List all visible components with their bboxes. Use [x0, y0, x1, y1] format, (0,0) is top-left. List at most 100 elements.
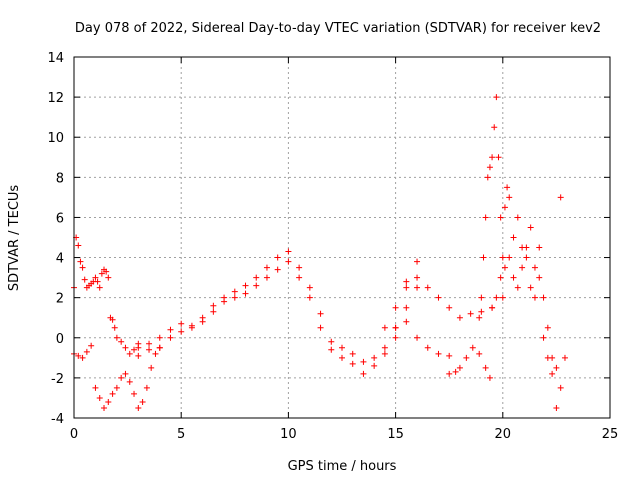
data-point — [118, 338, 125, 345]
series-track-i — [489, 194, 564, 377]
data-point — [242, 282, 249, 289]
data-point — [392, 334, 399, 341]
data-point — [497, 214, 504, 221]
data-point — [96, 284, 103, 291]
x-tick-label: 0 — [70, 427, 78, 442]
data-point — [510, 274, 517, 281]
data-point — [504, 184, 511, 191]
data-point — [424, 284, 431, 291]
data-point — [317, 310, 324, 317]
data-point — [531, 264, 538, 271]
data-point — [403, 318, 410, 325]
data-point — [306, 294, 313, 301]
data-point — [109, 390, 116, 397]
data-point — [126, 350, 133, 357]
data-point — [403, 284, 410, 291]
x-axis-label: GPS time / hours — [288, 459, 397, 474]
data-point — [253, 282, 260, 289]
data-point — [360, 358, 367, 365]
data-point — [489, 304, 496, 311]
data-point — [414, 274, 421, 281]
data-point — [499, 254, 506, 261]
data-point — [482, 214, 489, 221]
data-point — [446, 352, 453, 359]
data-point — [131, 390, 138, 397]
data-point — [514, 284, 521, 291]
data-point — [424, 344, 431, 351]
data-point — [296, 264, 303, 271]
data-point — [476, 314, 483, 321]
x-tick-label: 5 — [177, 427, 185, 442]
data-point — [414, 334, 421, 341]
data-point — [476, 350, 483, 357]
data-point — [523, 254, 530, 261]
data-point — [493, 294, 500, 301]
data-point — [491, 124, 498, 131]
data-point — [274, 266, 281, 273]
data-point — [122, 344, 129, 351]
data-point — [98, 270, 105, 277]
data-point — [478, 294, 485, 301]
data-point — [435, 294, 442, 301]
data-point — [148, 364, 155, 371]
data-point — [501, 264, 508, 271]
data-point — [414, 258, 421, 265]
data-point — [139, 398, 146, 405]
data-point — [371, 354, 378, 361]
data-point — [549, 370, 556, 377]
series-track-f — [392, 318, 453, 359]
data-point — [557, 384, 564, 391]
data-point — [306, 284, 313, 291]
data-point — [349, 360, 356, 367]
y-tick-label: -4 — [51, 412, 64, 427]
data-point — [469, 344, 476, 351]
data-point — [122, 370, 129, 377]
data-point — [81, 276, 88, 283]
data-point — [109, 316, 116, 323]
data-point — [83, 348, 90, 355]
data-point — [381, 324, 388, 331]
data-point — [231, 294, 238, 301]
data-point — [527, 284, 534, 291]
data-point — [493, 94, 500, 101]
data-point — [486, 164, 493, 171]
data-point — [480, 254, 487, 261]
data-point — [482, 364, 489, 371]
data-point — [178, 320, 185, 327]
data-point — [317, 324, 324, 331]
data-point — [489, 154, 496, 161]
data-points — [71, 94, 568, 411]
data-point — [544, 354, 551, 361]
y-tick-label: 12 — [47, 91, 64, 106]
data-point — [143, 384, 150, 391]
data-point — [557, 194, 564, 201]
data-point — [328, 338, 335, 345]
data-point — [210, 302, 217, 309]
y-tick-label: 10 — [47, 131, 64, 146]
data-point — [131, 346, 138, 353]
y-tick-label: 6 — [56, 211, 64, 226]
data-point — [381, 350, 388, 357]
series-track-c — [135, 248, 421, 365]
data-point — [456, 314, 463, 321]
y-axis-label: SDTVAR / TECUs — [7, 185, 22, 292]
data-point — [105, 274, 112, 281]
data-point — [446, 370, 453, 377]
data-point — [392, 304, 399, 311]
data-point — [188, 324, 195, 331]
data-point — [553, 364, 560, 371]
y-tick-label: 8 — [56, 171, 64, 186]
data-point — [113, 384, 120, 391]
data-point — [339, 344, 345, 351]
data-point — [499, 294, 506, 301]
data-point — [540, 334, 547, 341]
y-tick-label: -2 — [51, 372, 64, 387]
data-point — [88, 342, 95, 349]
data-point — [152, 350, 159, 357]
data-point — [328, 346, 335, 353]
data-point — [523, 244, 530, 251]
data-point — [199, 318, 206, 325]
y-tick-label: 0 — [56, 332, 64, 347]
